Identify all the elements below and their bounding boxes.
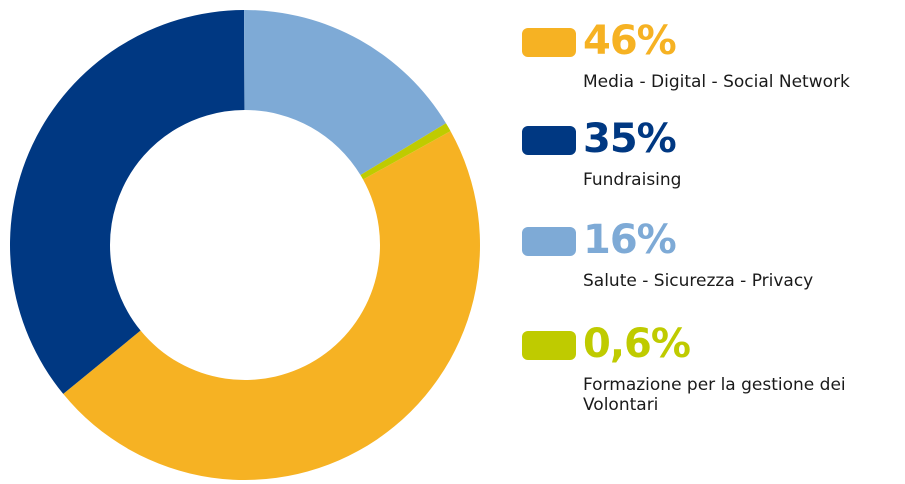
legend-value: 16% xyxy=(583,217,677,263)
donut-chart xyxy=(9,10,481,481)
legend-swatch xyxy=(522,331,576,360)
legend-label: Salute - Sicurezza - Privacy xyxy=(583,271,814,291)
donut-slice xyxy=(360,123,451,180)
legend-value: 46% xyxy=(583,18,677,64)
donut-slice xyxy=(244,10,446,176)
legend-swatch xyxy=(522,227,576,256)
legend-swatch xyxy=(522,28,576,57)
donut-slice xyxy=(63,131,481,481)
legend-swatch xyxy=(522,126,576,155)
legend-value: 0,6% xyxy=(583,321,691,367)
legend-value: 35% xyxy=(583,116,677,162)
legend-label: Media - Digital - Social Network xyxy=(583,72,850,92)
donut-slice xyxy=(9,10,245,394)
legend-label: Formazione per la gestione dei Volontari xyxy=(583,375,846,415)
legend-label: Fundraising xyxy=(583,170,682,190)
